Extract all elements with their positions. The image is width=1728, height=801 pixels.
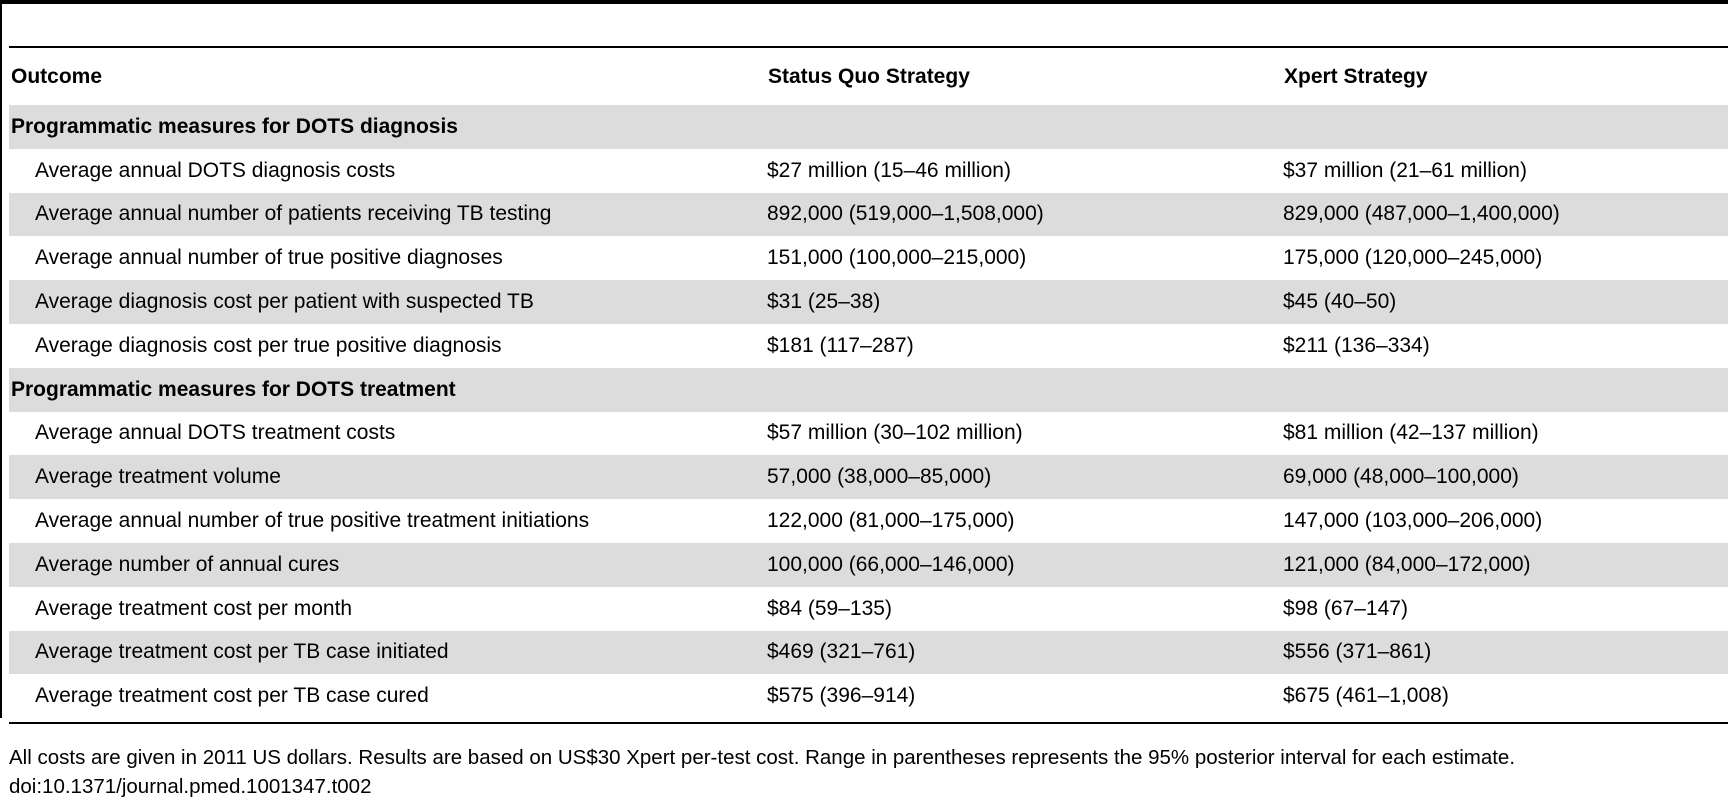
row-label: Average annual DOTS diagnosis costs (35, 158, 396, 182)
status-quo-value: $469 (321–761) (766, 630, 1282, 675)
xpert-value: 829,000 (487,000–1,400,000) (1282, 192, 1728, 237)
table-row: Average treatment cost per month $84 (59… (9, 587, 1728, 631)
table-row: Average annual DOTS diagnosis costs $27 … (9, 149, 1728, 193)
header-row: Outcome Status Quo Strategy Xpert Strate… (9, 48, 1728, 105)
table-bottom-rule (9, 722, 1728, 724)
top-border (0, 0, 1728, 4)
status-quo-value: 122,000 (81,000–175,000) (767, 509, 1015, 533)
table-row: Average annual DOTS treatment costs $57 … (9, 412, 1728, 456)
status-quo-value: 57,000 (38,000–85,000) (766, 455, 1282, 500)
section-header-diagnosis: Programmatic measures for DOTS diagnosis (9, 105, 1728, 149)
status-quo-value: $27 million (15–46 million) (767, 158, 1011, 182)
xpert-value: $81 million (42–137 million) (1283, 421, 1539, 445)
xpert-value: 69,000 (48,000–100,000) (1282, 455, 1728, 500)
table-footnote: All costs are given in 2011 US dollars. … (9, 743, 1728, 801)
table-row: Average annual number of true positive d… (9, 236, 1728, 280)
section-title: Programmatic measures for DOTS diagnosis (9, 105, 1728, 149)
table-row: Average number of annual cures 100,000 (… (9, 542, 1728, 587)
xpert-value: 175,000 (120,000–245,000) (1283, 246, 1543, 270)
row-label: Average diagnosis cost per patient with … (9, 280, 766, 324)
row-label: Average treatment cost per TB case initi… (9, 630, 766, 675)
row-label: Average treatment cost per TB case cured (35, 684, 429, 708)
table-row: Average treatment volume 57,000 (38,000–… (9, 455, 1728, 500)
table-row: Average treatment cost per TB case cured… (9, 674, 1728, 718)
status-quo-value: 892,000 (519,000–1,508,000) (766, 192, 1282, 237)
xpert-value: $556 (371–861) (1282, 630, 1728, 675)
table-row: Average treatment cost per TB case initi… (9, 630, 1728, 675)
footnote-text: All costs are given in 2011 US dollars. … (9, 746, 1516, 769)
row-label: Average treatment volume (9, 455, 766, 500)
status-quo-value: $575 (396–914) (767, 684, 916, 708)
left-border (0, 0, 2, 718)
xpert-value: $37 million (21–61 million) (1283, 158, 1527, 182)
section-title: Programmatic measures for DOTS treatment (9, 367, 1728, 412)
row-label: Average diagnosis cost per true positive… (35, 333, 502, 357)
header-outcome: Outcome (11, 64, 103, 88)
header-xpert: Xpert Strategy (1284, 64, 1428, 88)
status-quo-value: $84 (59–135) (767, 596, 892, 620)
results-table: Outcome Status Quo Strategy Xpert Strate… (9, 48, 1728, 718)
xpert-value: 121,000 (84,000–172,000) (1282, 542, 1728, 587)
row-label: Average treatment cost per month (35, 596, 353, 620)
header-status-quo: Status Quo Strategy (768, 64, 970, 88)
table-row: Average annual number of true positive t… (9, 499, 1728, 543)
xpert-value: $211 (136–334) (1283, 333, 1430, 357)
xpert-value: $98 (67–147) (1283, 596, 1408, 620)
doi-text: doi:10.1371/journal.pmed.1001347.t002 (9, 775, 372, 798)
xpert-value: $45 (40–50) (1282, 280, 1728, 324)
table-row: Average diagnosis cost per patient with … (9, 280, 1728, 324)
status-quo-value: $57 million (30–102 million) (767, 421, 1023, 445)
row-label: Average annual number of patients receiv… (9, 192, 766, 237)
section-header-treatment: Programmatic measures for DOTS treatment (9, 367, 1728, 412)
header-top-rule (9, 46, 1728, 48)
xpert-value: 147,000 (103,000–206,000) (1283, 509, 1543, 533)
status-quo-value: $181 (117–287) (767, 333, 914, 357)
table-row: Average diagnosis cost per true positive… (9, 324, 1728, 368)
xpert-value: $675 (461–1,008) (1283, 684, 1449, 708)
table-row: Average annual number of patients receiv… (9, 192, 1728, 237)
row-label: Average annual number of true positive t… (35, 509, 590, 533)
status-quo-value: $31 (25–38) (766, 280, 1282, 324)
row-label: Average annual number of true positive d… (35, 246, 503, 270)
status-quo-value: 100,000 (66,000–146,000) (766, 542, 1282, 587)
status-quo-value: 151,000 (100,000–215,000) (767, 246, 1027, 270)
row-label: Average annual DOTS treatment costs (35, 421, 396, 445)
row-label: Average number of annual cures (9, 542, 766, 587)
